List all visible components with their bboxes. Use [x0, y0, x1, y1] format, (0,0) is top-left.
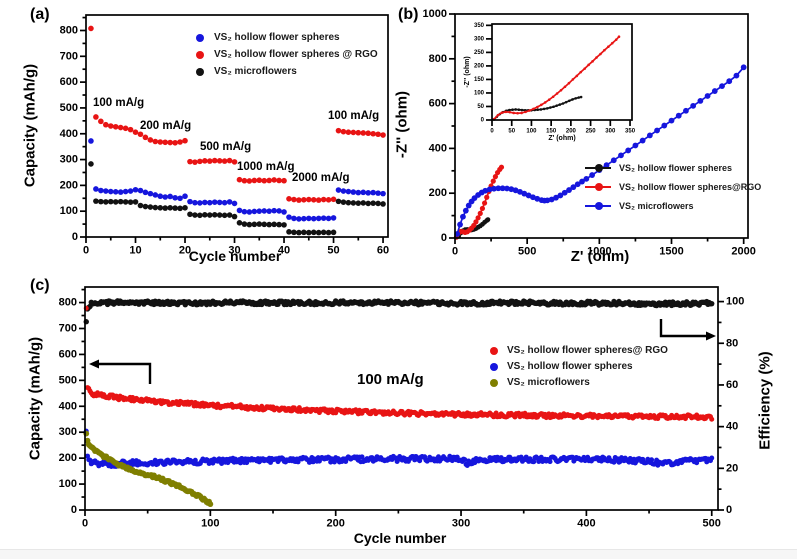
rate-annotation-500: 500 mA/g — [200, 141, 252, 153]
panel-a-legend: VS₂ hollow flower spheres VS₂ hollow flo… — [196, 32, 378, 77]
legend-label: VS₂ microflowers — [507, 377, 590, 388]
legend-item: VS₂ hollow flower spheres — [585, 163, 761, 173]
panel-c-legend: VS₂ hollow flower spheres@ RGO VS₂ hollo… — [490, 345, 668, 388]
page-background-strip — [0, 549, 797, 559]
legend-label: VS₂ hollow flower spheres@RGO — [619, 182, 762, 192]
series-marker-icon — [196, 67, 204, 76]
series-line-marker-icon — [585, 202, 611, 210]
legend-label: VS₂ microflowers — [214, 66, 297, 77]
panel-c-y-axis-title: Capacity (mAh/g) — [26, 336, 44, 461]
panel-a-y-axis-title: Capacity (mAh/g) — [21, 63, 39, 188]
panel-a-plot — [20, 5, 395, 270]
series-line-marker-icon — [585, 164, 611, 172]
series-marker-icon — [490, 346, 498, 355]
panel-b-legend: VS₂ hollow flower spheres VS₂ hollow flo… — [585, 163, 761, 211]
panel-a-x-axis-title: Cycle number — [188, 248, 282, 264]
series-marker-icon — [595, 202, 603, 210]
rate-annotation-100: 100 mA/g — [93, 97, 145, 109]
rate-annotation-100-return: 100 mA/g — [328, 110, 380, 122]
legend-item: VS₂ hollow flower spheres — [490, 361, 668, 372]
legend-label: VS₂ hollow flower spheres — [507, 361, 633, 372]
panel-b-y-axis-title: -Z'' (ohm) — [393, 90, 411, 159]
legend-item: VS₂ microflowers — [585, 201, 761, 211]
series-marker-icon — [490, 362, 498, 371]
panel-b-inset-plot — [462, 16, 642, 146]
rate-annotation-2000: 2000 mA/g — [292, 172, 350, 184]
legend-item: VS₂ hollow flower spheres @ RGO — [196, 49, 378, 60]
series-marker-icon — [595, 164, 603, 172]
legend-label: VS₂ hollow flower spheres — [214, 32, 340, 43]
legend-item: VS₂ hollow flower spheres@ RGO — [490, 345, 668, 356]
rate-annotation-200: 200 mA/g — [140, 120, 192, 132]
legend-label: VS₂ microflowers — [619, 201, 694, 211]
panel-b-x-axis-title: Z' (ohm) — [570, 248, 630, 265]
legend-item: VS₂ hollow flower spheres@RGO — [585, 182, 761, 192]
series-marker-icon — [196, 33, 204, 42]
panel-c-plot — [20, 275, 797, 559]
series-marker-icon — [490, 378, 498, 387]
panel-c-x-axis-title: Cycle number — [353, 530, 447, 546]
series-marker-icon — [595, 183, 603, 191]
series-line-marker-icon — [585, 183, 611, 191]
rate-annotation-1000: 1000 mA/g — [237, 161, 295, 173]
legend-item: VS₂ hollow flower spheres — [196, 32, 378, 43]
panel-c-y2-axis-title: Efficiency (%) — [756, 351, 774, 450]
legend-item: VS₂ microflowers — [196, 66, 378, 77]
legend-label: VS₂ hollow flower spheres @ RGO — [214, 49, 378, 60]
legend-item: VS₂ microflowers — [490, 377, 668, 388]
series-marker-icon — [196, 50, 204, 59]
legend-label: VS₂ hollow flower spheres — [619, 163, 733, 173]
current-density-annotation: 100 mA/g — [357, 371, 424, 388]
legend-label: VS₂ hollow flower spheres@ RGO — [507, 345, 668, 356]
